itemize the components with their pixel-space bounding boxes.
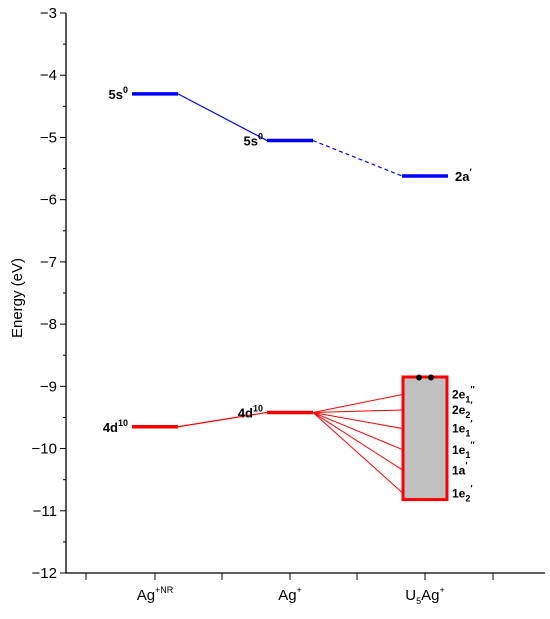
y-tick-label: −6: [40, 192, 57, 209]
y-tick-label: −8: [40, 316, 57, 333]
y-tick-label: −10: [32, 441, 57, 458]
orbital-label: 1e1′: [452, 419, 473, 439]
y-tick-label: −5: [40, 129, 57, 146]
level-label: 4d10: [103, 418, 128, 435]
y-tick-label: −3: [40, 5, 57, 22]
y-tick-label: −12: [32, 565, 57, 582]
level-connector: [312, 139, 403, 177]
level-label: 4d10: [238, 403, 263, 420]
orbital-label: 1e2′: [452, 483, 473, 503]
x-category-label: Ag+: [278, 585, 302, 604]
axes: −3 −4 −5 −6 −7 −8 −9 −10 −11 −12 Ag+NR Ag+ U5Ag+: [32, 5, 545, 606]
level-label: 2a′: [455, 167, 472, 184]
electron-dot: [428, 374, 434, 381]
y-tick-label: −9: [40, 378, 57, 395]
level-connector: [177, 411, 268, 428]
fan-line: [312, 412, 404, 451]
fan-line: [312, 412, 404, 471]
electron-dot: [416, 374, 422, 381]
valence-band: [401, 375, 449, 502]
orbital-label: 2e2′: [452, 400, 473, 420]
fan-line: [312, 393, 404, 413]
level-label: 5s0: [109, 85, 128, 102]
y-tick-label: −4: [40, 67, 57, 84]
fan-line: [312, 412, 404, 494]
chart-marks: 2e1″2e2′1e1′1e1″1a′ 1e2′ 5s0 5s0 2a′ 4d10 4d10: [103, 85, 476, 503]
y-axis-title: Energy (eV): [9, 258, 26, 338]
x-category-label: Ag+NR: [137, 585, 174, 604]
level-connector: [177, 93, 268, 142]
orbital-label: 2e1″: [452, 384, 475, 404]
fan-line: [312, 409, 404, 413]
fan-line: [312, 411, 404, 430]
orbital-label: 1e1″: [452, 440, 475, 460]
level-label: 5s0: [244, 132, 263, 149]
orbital-label: 1a′: [452, 460, 468, 477]
y-tick-label: −7: [40, 254, 57, 271]
x-category-label: U5Ag+: [405, 585, 444, 606]
y-tick-label: −11: [33, 503, 57, 520]
